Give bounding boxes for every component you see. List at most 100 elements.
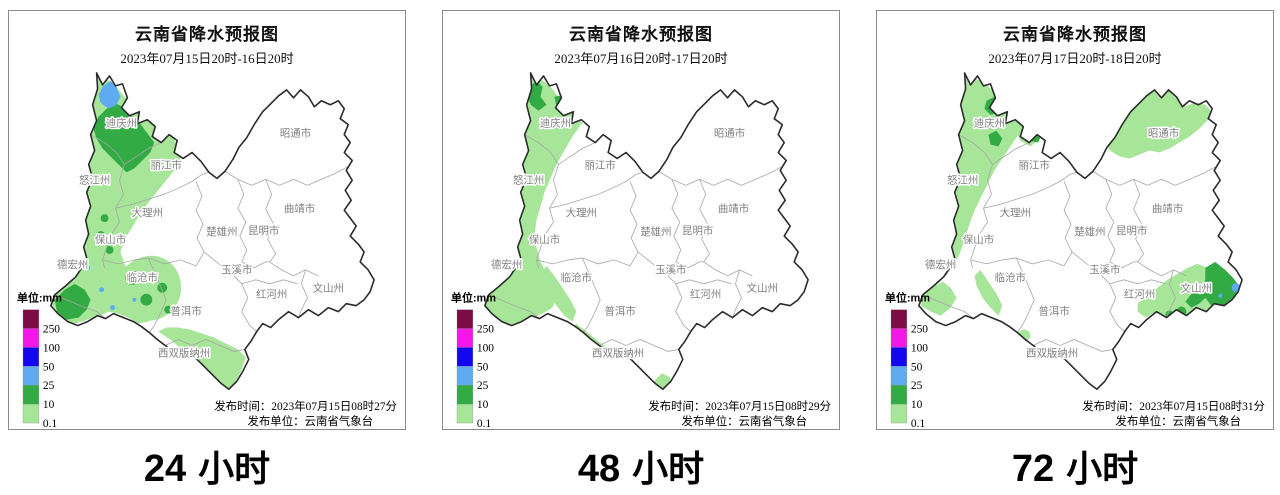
caption-number: 72: [1011, 448, 1055, 490]
province-outline: [50, 72, 375, 391]
svg-text:普洱市: 普洱市: [604, 305, 635, 318]
issuer: 发布单位：云南省气象台: [1115, 414, 1241, 428]
svg-text:昆明市: 昆明市: [248, 224, 279, 237]
panel-subtitle: 2023年07月17日20时-18日20时: [988, 51, 1162, 66]
svg-text:曲靖市: 曲靖市: [284, 202, 315, 215]
svg-text:丽江市: 丽江市: [151, 158, 182, 171]
svg-text:25: 25: [43, 380, 55, 392]
svg-text:迪庆州: 迪庆州: [540, 117, 571, 130]
svg-text:大理州: 大理州: [132, 206, 163, 219]
panel-subtitle: 2023年07月16日20时-17日20时: [554, 51, 728, 66]
svg-text:怒江州: 怒江州: [79, 173, 110, 186]
svg-text:丽江市: 丽江市: [585, 158, 616, 171]
svg-text:单位:mm: 单位:mm: [885, 291, 930, 305]
svg-text:文山州: 文山州: [313, 282, 344, 295]
precip-map-48h: 迪庆州 怒江州 丽江市 大理州 楚雄州 昆明市 曲靖市 昭通市 保山市 德宏州 临沧市 玉溪市 普洱市 红…: [443, 61, 839, 429]
svg-text:大理州: 大理州: [566, 206, 597, 219]
legend: 单位:mm 250 100 50 25 10 0.1: [17, 291, 62, 429]
svg-text:50: 50: [43, 361, 55, 373]
caption-unit: 小时: [1066, 449, 1139, 489]
svg-text:西双版纳州: 西双版纳州: [592, 346, 644, 359]
issue-time: 发布时间：2023年07月15日08时29分: [648, 399, 831, 413]
svg-text:0.1: 0.1: [477, 418, 492, 429]
svg-text:250: 250: [477, 324, 494, 336]
svg-text:保山市: 保山市: [95, 233, 126, 246]
district-borders: [54, 134, 349, 352]
forecast-panel-48h: 云南省降水预报图 2023年07月16日20时-17日20时 迪庆州怒江州 丽江市…: [442, 10, 840, 430]
svg-text:大理州: 大理州: [1000, 206, 1031, 219]
svg-text:怒江州: 怒江州: [513, 173, 544, 186]
svg-text:曲靖市: 曲靖市: [718, 202, 749, 215]
svg-text:昭通市: 昭通市: [1148, 127, 1179, 140]
svg-text:保山市: 保山市: [529, 233, 560, 246]
issuer: 发布单位：云南省气象台: [681, 414, 807, 428]
svg-text:保山市: 保山市: [963, 233, 994, 246]
caption-24h: 24 小时: [8, 440, 406, 492]
svg-text:单位:mm: 单位:mm: [17, 291, 62, 305]
svg-text:玉溪市: 玉溪市: [1089, 263, 1120, 276]
district-borders: [488, 134, 783, 352]
caption-number: 48: [577, 448, 621, 490]
svg-text:10: 10: [477, 399, 489, 411]
issue-time: 发布时间：2023年07月15日08时31分: [1082, 399, 1265, 413]
legend: 单位:mm 250 100 50 25 10 0.1: [451, 291, 496, 429]
panel-title: 云南省降水预报图: [569, 25, 713, 44]
svg-text:楚雄州: 楚雄州: [206, 225, 237, 238]
svg-text:普洱市: 普洱市: [1038, 305, 1069, 318]
province-outline: [918, 72, 1243, 391]
precip-map-24h: 迪庆州怒江州 丽江市大理州楚雄州 昆明市 曲靖市 昭通市保山市 德宏州临沧市 玉溪市普洱市 红…: [9, 61, 405, 429]
svg-text:昆明市: 昆明市: [682, 224, 713, 237]
svg-text:文山州: 文山州: [1181, 282, 1212, 295]
svg-text:昭通市: 昭通市: [714, 127, 745, 140]
svg-text:德宏州: 德宏州: [57, 258, 88, 271]
svg-text:25: 25: [477, 380, 489, 392]
svg-text:昭通市: 昭通市: [280, 127, 311, 140]
svg-text:怒江州: 怒江州: [947, 173, 978, 186]
svg-text:红河州: 红河州: [256, 288, 287, 301]
svg-text:100: 100: [477, 342, 494, 354]
issue-time: 发布时间：2023年07月15日08时27分: [214, 399, 397, 413]
forecast-panel-24h: 云南省降水预报图 2023年07月15日20时-16日20时 迪庆州怒江州 丽江市…: [8, 10, 406, 430]
svg-text:临沧市: 临沧市: [561, 271, 592, 284]
caption-48h: 48 小时: [442, 440, 840, 492]
svg-text:10: 10: [43, 399, 55, 411]
caption-number: 24: [143, 448, 187, 490]
forecast-panel-72h: 云南省降水预报图 2023年07月17日20时-18日20时 迪庆州 怒江州 丽江市…: [876, 10, 1274, 430]
svg-text:文山州: 文山州: [747, 282, 778, 295]
svg-text:250: 250: [911, 324, 928, 336]
svg-text:100: 100: [911, 342, 928, 354]
svg-text:10: 10: [911, 399, 923, 411]
svg-text:玉溪市: 玉溪市: [221, 263, 252, 276]
svg-text:100: 100: [43, 342, 60, 354]
panel-title: 云南省降水预报图: [135, 25, 279, 44]
svg-text:0.1: 0.1: [43, 418, 58, 429]
panel-subtitle: 2023年07月15日20时-16日20时: [120, 51, 294, 66]
issuer: 发布单位：云南省气象台: [247, 414, 373, 428]
svg-text:普洱市: 普洱市: [170, 305, 201, 318]
svg-text:玉溪市: 玉溪市: [655, 263, 686, 276]
svg-text:迪庆州: 迪庆州: [106, 117, 137, 130]
svg-text:临沧市: 临沧市: [995, 271, 1026, 284]
precip-map-72h: 迪庆州 怒江州 丽江市 大理州 楚雄州 昆明市 曲靖市 昭通市 保山市 德宏州 临沧市 玉溪市 普洱市 红…: [877, 61, 1273, 429]
svg-text:昆明市: 昆明市: [1116, 224, 1147, 237]
svg-text:西双版纳州: 西双版纳州: [158, 346, 210, 359]
svg-text:250: 250: [43, 324, 60, 336]
svg-text:丽江市: 丽江市: [1019, 158, 1050, 171]
legend: 单位:mm 250 100 50 25 10 0.1: [885, 291, 930, 429]
svg-text:楚雄州: 楚雄州: [640, 225, 671, 238]
svg-text:临沧市: 临沧市: [127, 271, 158, 284]
svg-text:50: 50: [911, 361, 923, 373]
svg-text:迪庆州: 迪庆州: [974, 117, 1005, 130]
svg-text:红河州: 红河州: [1124, 288, 1155, 301]
caption-72h: 72 小时: [876, 440, 1274, 492]
svg-text:单位:mm: 单位:mm: [451, 291, 496, 305]
svg-text:25: 25: [911, 380, 923, 392]
caption-unit: 小时: [198, 449, 271, 489]
svg-text:西双版纳州: 西双版纳州: [1026, 346, 1078, 359]
svg-text:红河州: 红河州: [690, 288, 721, 301]
svg-text:楚雄州: 楚雄州: [1074, 225, 1105, 238]
